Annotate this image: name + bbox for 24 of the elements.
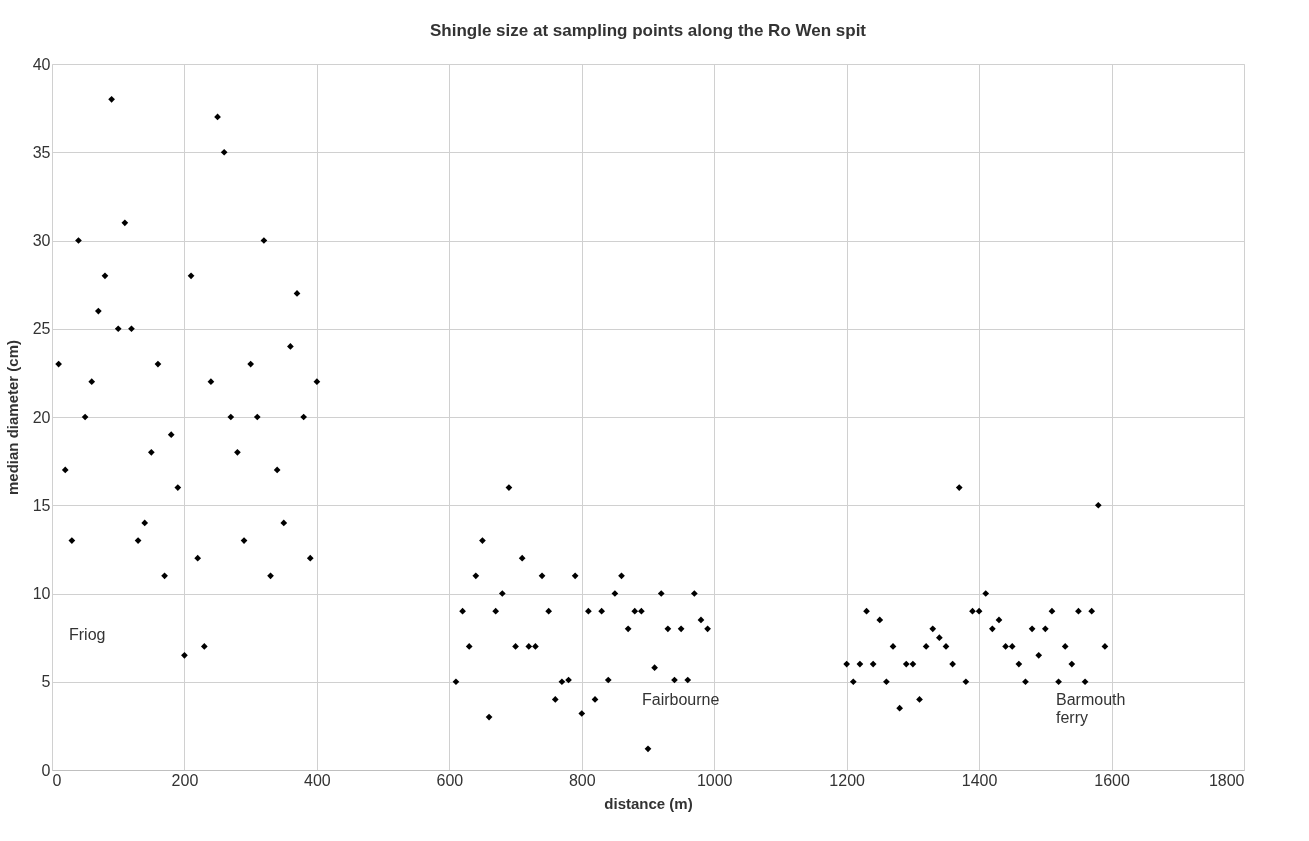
y-axis-title: median diameter (cm) [3,339,21,496]
y-tick-label: 5 [41,673,51,691]
x-tick-label: 400 [304,771,331,789]
y-tick-label: 25 [32,320,51,338]
y-tick-label: 10 [32,585,51,602]
y-tick-label: 40 [32,55,51,73]
x-tick-label: 0 [52,771,62,789]
x-tick-label: 1600 [1094,771,1130,789]
y-tick-label: 35 [32,143,51,161]
x-tick-label: 1000 [696,771,733,789]
annotation: Barmouth ferry [1056,691,1126,726]
annotation: Fairbourne [642,691,720,708]
x-tick-label: 1400 [961,771,998,789]
annotation: Friog [69,626,106,643]
chart-title: Shingle size at sampling points along the Ro Wen spit [429,21,867,40]
y-tick-label: 30 [32,232,51,249]
x-tick-label: 1800 [1208,771,1245,789]
y-tick-label: 20 [32,408,51,426]
x-tick-label: 800 [568,771,596,789]
x-tick-label: 600 [436,771,464,789]
x-tick-label: 200 [171,771,199,789]
x-tick-label: 1200 [829,771,866,789]
x-axis-title: distance (m) [604,794,693,812]
y-tick-label: 15 [32,496,51,514]
